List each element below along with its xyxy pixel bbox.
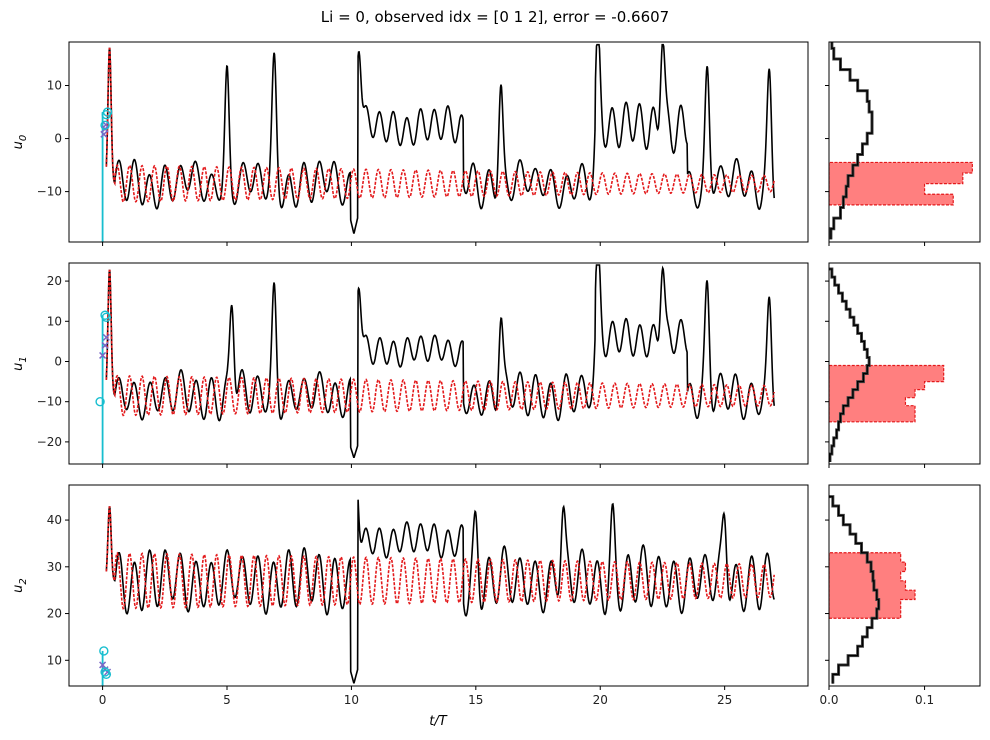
u1-timeseries-frame [68,262,809,465]
u0-timeseries-ylabel: u0 [11,135,29,150]
u0-histogram-frame [828,41,981,243]
u1-timeseries-obs-circle [95,396,105,407]
u0-histogram-model-bars [829,161,973,206]
u1-histogram-model-bars [829,364,945,423]
u0-histogram-plot [829,42,973,240]
u1-histogram-frame [828,262,981,465]
u0-timeseries-model-line [105,47,775,203]
y-tick-label: 0 [54,132,62,146]
u1-timeseries-model-line [105,269,775,417]
y-tick-label: 0 [54,354,62,368]
y-tick-label: 20 [47,274,62,288]
y-tick-label: −20 [37,435,62,449]
y-tick-label: −10 [37,185,62,199]
u1-timeseries-obs-circle [100,310,110,320]
x-tick-label: 5 [223,693,231,707]
y-tick-label: 10 [47,79,62,93]
y-tick-label: −10 [37,395,62,409]
u1-timeseries-cross-marker [99,351,107,359]
u2-timeseries-obs-circle [101,669,112,680]
u2-timeseries-truth-line [105,499,775,684]
hist-x-tick-label: 0.1 [915,693,934,707]
u1-timeseries-plot [95,264,775,464]
x-tick-label: 10 [344,693,359,707]
y-tick-label: 40 [47,513,62,527]
u2-timeseries-obs-circle [99,646,109,656]
u2-timeseries-frame [68,484,809,687]
u0-timeseries-truth-line [105,43,775,234]
figure-title: Li = 0, observed idx = [0 1 2], error = … [321,8,669,26]
hist-x-tick-label: 0.0 [819,693,838,707]
u1-timeseries-ylabel: u1 [11,356,29,371]
u2-histogram-plot [829,495,916,684]
u2-timeseries-ylabel: u2 [11,578,29,593]
u2-histogram-truth-step [829,496,880,684]
u2-histogram-model-bars [829,552,916,619]
u0-timeseries-ylabel-sub: 0 [18,135,29,141]
u0-timeseries-frame [68,41,809,243]
u2-timeseries-ylabel-sub: 2 [18,578,29,584]
u1-histogram-plot [829,267,945,462]
u0-timeseries-plot [100,43,775,242]
u2-timeseries-cross-marker [99,661,107,669]
u0-timeseries-cross-marker [100,130,108,138]
x-tick-label: 0 [99,693,107,707]
x-tick-label: 25 [717,693,732,707]
u1-timeseries-cross-marker [102,333,110,341]
y-tick-label: 10 [47,653,62,667]
u1-timeseries-ylabel-sub: 1 [18,356,29,362]
u0-histogram-truth-shadow [829,42,874,240]
u1-timeseries-obs-circle [101,312,112,322]
u1-timeseries-truth-line [105,264,775,458]
u2-timeseries-plot [99,499,775,686]
x-tick-label: 15 [468,693,483,707]
u0-histogram-truth-step [830,42,873,240]
u2-histogram-frame [828,484,981,687]
u1-histogram-truth-step [829,268,870,462]
y-tick-label: 30 [47,560,62,574]
u0-timeseries-obs-circle [102,107,113,117]
u1-timeseries-cross-marker [101,341,109,349]
y-tick-label: 20 [47,607,62,621]
u2-timeseries-model-line [105,506,775,610]
u0-timeseries-obs-circle [100,120,110,130]
x-axis-label: t/T [429,714,447,729]
y-tick-label: 10 [47,314,62,328]
x-tick-label: 20 [593,693,608,707]
